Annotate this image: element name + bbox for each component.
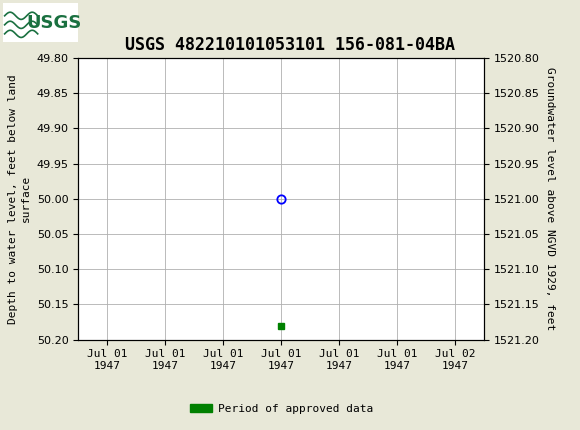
Text: USGS 482210101053101 156-081-04BA: USGS 482210101053101 156-081-04BA [125,36,455,54]
Text: USGS: USGS [26,14,82,31]
Y-axis label: Depth to water level, feet below land
surface: Depth to water level, feet below land su… [8,74,31,324]
Bar [3,3,78,42]
Legend: Period of approved data: Period of approved data [186,400,377,419]
Y-axis label: Groundwater level above NGVD 1929, feet: Groundwater level above NGVD 1929, feet [545,67,556,331]
